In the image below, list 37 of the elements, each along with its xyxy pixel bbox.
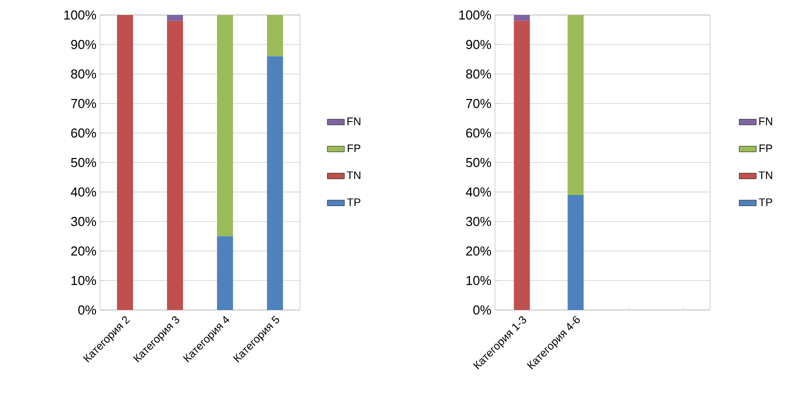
y-tick-label: 90% — [71, 40, 96, 50]
y-tick-label: 50% — [466, 158, 492, 168]
bar — [267, 56, 283, 310]
y-tick-label: 90% — [466, 40, 492, 50]
y-tick-label: 70% — [466, 98, 492, 108]
bar — [167, 14, 183, 21]
legend-label: FP — [348, 144, 360, 152]
y-tick-label: 0% — [78, 305, 96, 315]
bar — [167, 20, 183, 310]
y-tick-label: 30% — [466, 216, 492, 226]
y-tick-label: 30% — [71, 216, 96, 226]
y-tick-label: 40% — [70, 187, 96, 197]
y-tick-label: 0% — [473, 305, 492, 315]
legend-label: TP — [758, 198, 772, 206]
legend-label: FP — [760, 144, 772, 152]
bar — [117, 14, 133, 310]
y-tick-label: 100% — [459, 10, 492, 20]
y-tick-label: 80% — [466, 69, 492, 79]
y-tick-label: 20% — [71, 246, 96, 256]
legend-label: FN — [347, 118, 360, 126]
y-tick-label: 100% — [64, 10, 96, 20]
y-tick-label: 60% — [466, 128, 492, 138]
y-tick-label: 70% — [71, 98, 96, 108]
y-tick-label: 10% — [466, 276, 492, 286]
y-tick-label: 20% — [466, 246, 492, 256]
legend-label: FN — [759, 118, 772, 126]
y-tick-label: 10% — [72, 276, 96, 286]
legend-label: TN — [758, 171, 772, 180]
legend-label: TP — [347, 198, 360, 206]
bar — [217, 236, 233, 310]
legend-label: TN — [346, 171, 360, 180]
y-tick-label: 60% — [71, 128, 96, 138]
y-tick-label: 80% — [71, 69, 96, 79]
y-tick-label: 50% — [71, 158, 96, 168]
y-tick-label: 40% — [466, 187, 492, 197]
bar — [217, 14, 233, 236]
bar — [267, 14, 283, 56]
